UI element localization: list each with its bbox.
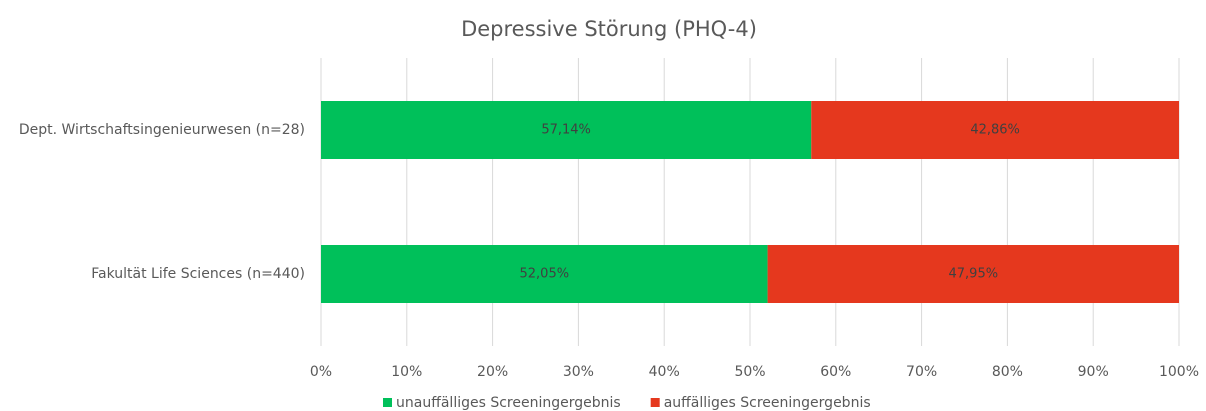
x-tick-label: 0% <box>310 364 332 380</box>
value-label: 47,95% <box>949 267 999 282</box>
x-tick-label: 30% <box>563 364 594 380</box>
x-tick-label: 60% <box>820 364 851 380</box>
value-label: 52,05% <box>520 267 570 282</box>
x-tick-label: 50% <box>734 364 765 380</box>
x-tick-label: 80% <box>992 364 1023 380</box>
value-label: 42,86% <box>970 123 1020 138</box>
x-tick-label: 100% <box>1159 364 1199 380</box>
x-tick-label: 70% <box>906 364 937 380</box>
bar-segment <box>767 245 1179 303</box>
legend-label: unauffälliges Screeningergebnis <box>396 395 621 411</box>
x-tick-label: 40% <box>649 364 680 380</box>
legend-label: auffälliges Screeningergebnis <box>664 395 871 411</box>
value-label: 57,14% <box>541 123 591 138</box>
legend-swatch <box>650 398 660 407</box>
x-tick-label: 90% <box>1078 364 1109 380</box>
legend-swatch <box>383 398 392 407</box>
y-tick-label: Fakultät Life Sciences (n=440) <box>91 266 305 282</box>
bar-segment <box>811 101 1179 159</box>
bar-segment <box>321 101 812 159</box>
x-tick-label: 10% <box>391 364 422 380</box>
chart-title: Depressive Störung (PHQ-4) <box>461 17 757 41</box>
bar-segment <box>321 245 768 303</box>
y-tick-label: Dept. Wirtschaftsingenieurwesen (n=28) <box>19 122 305 138</box>
x-tick-label: 20% <box>477 364 508 380</box>
